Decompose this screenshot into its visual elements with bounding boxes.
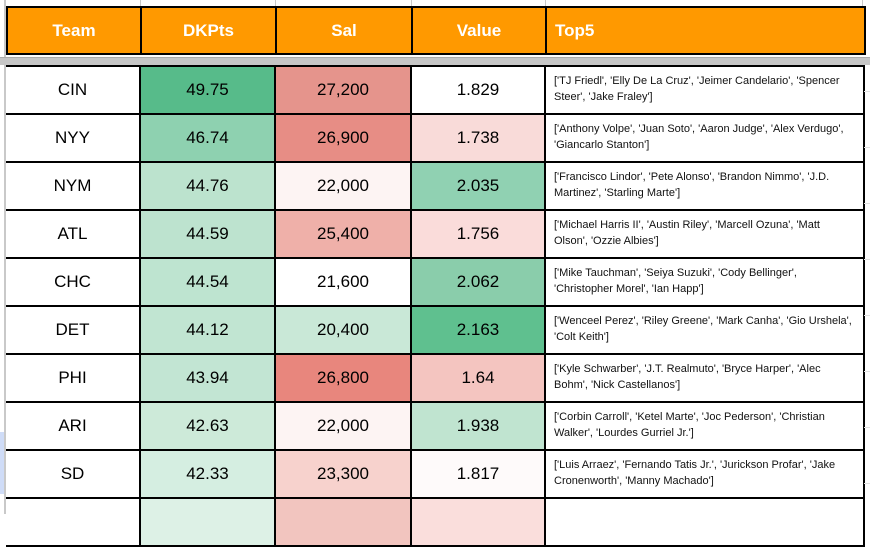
dkpts-cell[interactable]: 42.63: [139, 401, 276, 451]
sal-cell[interactable]: 26,800: [274, 353, 412, 403]
sheet-gridline-right: [864, 203, 870, 204]
sheet-gridline-top: [545, 0, 546, 7]
value-cell[interactable]: 1.756: [410, 209, 546, 259]
table-row: DET 44.12 20,400 2.163 ['Wenceel Perez', 'Ri…: [6, 305, 865, 355]
dkpts-cell[interactable]: 46.74: [139, 113, 276, 163]
table-row: ATL 44.59 25,400 1.756 ['Michael Harris II',…: [6, 209, 865, 259]
value-cell[interactable]: 1.64: [410, 353, 546, 403]
sal-cell[interactable]: 22,000: [274, 401, 412, 451]
top5-cell[interactable]: ['Kyle Schwarber', 'J.T. Realmuto', 'Bry…: [544, 353, 865, 403]
top5-cell[interactable]: ['Michael Harris II', 'Austin Riley', 'M…: [544, 209, 865, 259]
value-cell[interactable]: 2.163: [410, 305, 546, 355]
sheet-gridline-left: [4, 0, 6, 514]
team-cell[interactable]: PHI: [6, 353, 141, 403]
row-header-strip: [0, 0, 4, 514]
dkpts-cell[interactable]: 49.75: [139, 65, 276, 115]
dkpts-cell[interactable]: 44.54: [139, 257, 276, 307]
sal-cell[interactable]: 26,900: [274, 113, 412, 163]
sheet-gridline-top: [275, 0, 276, 7]
table-body: CIN 49.75 27,200 1.829 ['TJ Friedl', 'Elly D…: [6, 65, 865, 547]
table-row: ARI 42.63 22,000 1.938 ['Corbin Carroll', 'K…: [6, 401, 865, 451]
sal-cell[interactable]: 20,400: [274, 305, 412, 355]
dkpts-cell[interactable]: 44.76: [139, 161, 276, 211]
sal-cell[interactable]: 27,200: [274, 65, 412, 115]
sheet-gridline-top: [411, 0, 412, 7]
value-cell[interactable]: 1.738: [410, 113, 546, 163]
table-row: PHI 43.94 26,800 1.64 ['Kyle Schwarber', 'J.…: [6, 353, 865, 403]
team-cell[interactable]: CHC: [6, 257, 141, 307]
table-row: [6, 497, 865, 547]
header-cell-top5[interactable]: Top5: [545, 6, 866, 55]
sheet-gridline-right: [864, 91, 870, 92]
team-cell[interactable]: ARI: [6, 401, 141, 451]
header-cell-sal[interactable]: Sal: [275, 6, 413, 55]
frozen-row-divider[interactable]: [0, 57, 870, 65]
top5-cell[interactable]: [544, 497, 865, 547]
top5-cell[interactable]: ['Wenceel Perez', 'Riley Greene', 'Mark …: [544, 305, 865, 355]
team-cell[interactable]: DET: [6, 305, 141, 355]
team-cell[interactable]: ATL: [6, 209, 141, 259]
sheet-gridline-right: [864, 371, 870, 372]
sal-cell[interactable]: [274, 497, 412, 547]
dkpts-cell[interactable]: 42.33: [139, 449, 276, 499]
sal-cell[interactable]: 21,600: [274, 257, 412, 307]
value-cell[interactable]: 1.938: [410, 401, 546, 451]
table-row: CHC 44.54 21,600 2.062 ['Mike Tauchman', 'Se…: [6, 257, 865, 307]
sal-cell[interactable]: 25,400: [274, 209, 412, 259]
team-cell[interactable]: [6, 497, 141, 547]
sheet-gridline-right: [864, 483, 870, 484]
dkpts-cell[interactable]: 44.59: [139, 209, 276, 259]
table-row: CIN 49.75 27,200 1.829 ['TJ Friedl', 'Elly D…: [6, 65, 865, 115]
table-row: NYY 46.74 26,900 1.738 ['Anthony Volpe', 'Ju…: [6, 113, 865, 163]
team-cell[interactable]: CIN: [6, 65, 141, 115]
header-cell-value[interactable]: Value: [411, 6, 547, 55]
sheet-gridline-right: [864, 147, 870, 148]
team-cell[interactable]: NYY: [6, 113, 141, 163]
dkpts-cell[interactable]: 43.94: [139, 353, 276, 403]
top5-cell[interactable]: ['Luis Arraez', 'Fernando Tatis Jr.', 'J…: [544, 449, 865, 499]
sheet-gridline-top: [140, 0, 141, 7]
table-header: Team DKPts Sal Value Top5: [6, 6, 866, 55]
sal-cell[interactable]: 22,000: [274, 161, 412, 211]
value-cell[interactable]: 2.062: [410, 257, 546, 307]
team-cell[interactable]: NYM: [6, 161, 141, 211]
sheet-gridline-right: [864, 427, 870, 428]
value-cell[interactable]: 2.035: [410, 161, 546, 211]
top5-cell[interactable]: ['Mike Tauchman', 'Seiya Suzuki', 'Cody …: [544, 257, 865, 307]
selected-row-strip: [0, 432, 4, 494]
value-cell[interactable]: 1.829: [410, 65, 546, 115]
data-table: CIN 49.75 27,200 1.829 ['TJ Friedl', 'Elly D…: [6, 65, 865, 547]
header-cell-dkpts[interactable]: DKPts: [140, 6, 277, 55]
header-cell-team[interactable]: Team: [6, 6, 142, 55]
top5-cell[interactable]: ['Francisco Lindor', 'Pete Alonso', 'Bra…: [544, 161, 865, 211]
sheet-gridline-right: [864, 259, 870, 260]
team-cell[interactable]: SD: [6, 449, 141, 499]
value-cell[interactable]: 1.817: [410, 449, 546, 499]
header-row: Team DKPts Sal Value Top5: [6, 6, 866, 55]
dkpts-cell[interactable]: [139, 497, 276, 547]
top5-cell[interactable]: ['Anthony Volpe', 'Juan Soto', 'Aaron Ju…: [544, 113, 865, 163]
top5-cell[interactable]: ['Corbin Carroll', 'Ketel Marte', 'Joc P…: [544, 401, 865, 451]
dkpts-cell[interactable]: 44.12: [139, 305, 276, 355]
table-row: SD 42.33 23,300 1.817 ['Luis Arraez', 'Ferna…: [6, 449, 865, 499]
table-row: NYM 44.76 22,000 2.035 ['Francisco Lindor', …: [6, 161, 865, 211]
sal-cell[interactable]: 23,300: [274, 449, 412, 499]
top5-cell[interactable]: ['TJ Friedl', 'Elly De La Cruz', 'Jeimer…: [544, 65, 865, 115]
value-cell[interactable]: [410, 497, 546, 547]
sheet-gridline-top: [862, 0, 863, 7]
sheet-gridline-right: [864, 315, 870, 316]
